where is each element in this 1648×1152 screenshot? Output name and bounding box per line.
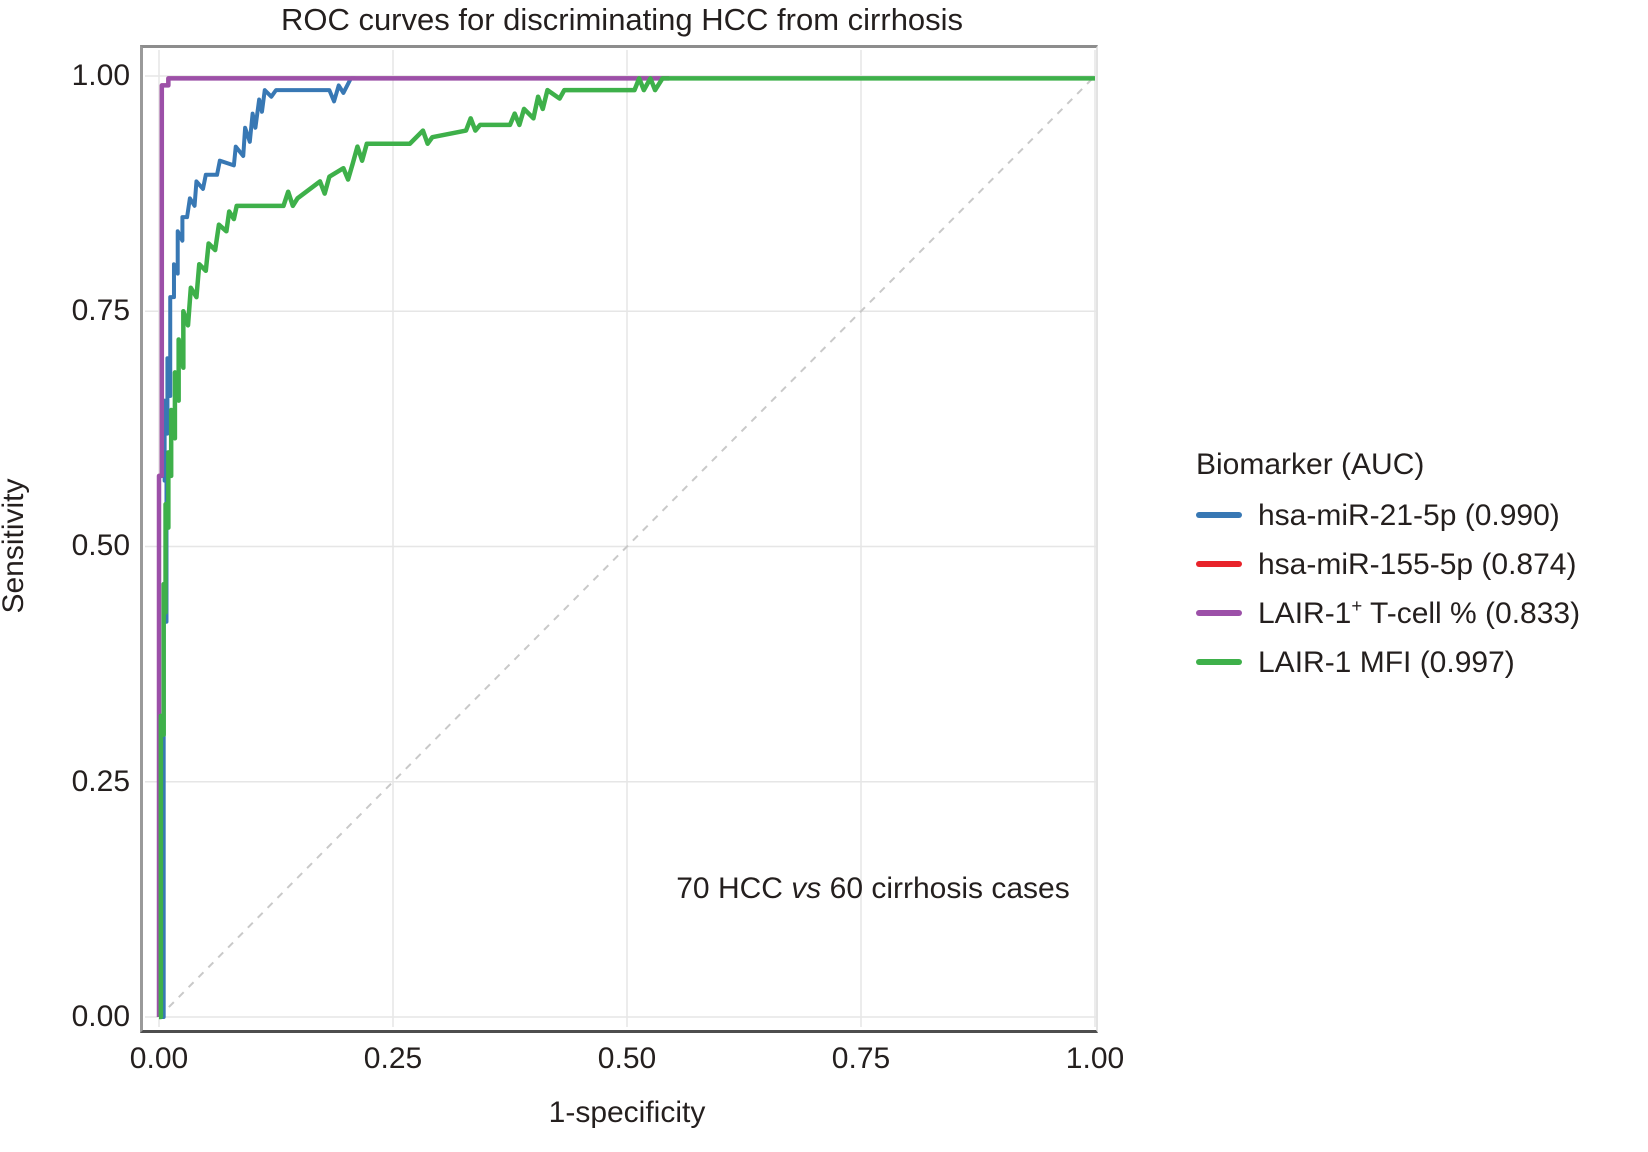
legend-swatch-green	[1196, 658, 1242, 665]
roc-curve-hsa-mir-21-5p	[159, 76, 356, 1019]
legend-item-hsa-mir-155-5p: hsa-miR-155-5p (0.874)	[1196, 539, 1580, 588]
y-tick-label: 0.25	[71, 765, 130, 798]
y-tick-label: 1.00	[71, 59, 130, 92]
legend-swatch-purple	[1196, 609, 1242, 616]
legend-label: LAIR-1 MFI (0.997)	[1258, 645, 1515, 679]
legend-label: LAIR-1+ T-cell % (0.833)	[1258, 594, 1581, 630]
x-axis-title: 1-specificity	[548, 1096, 706, 1129]
legend-item-lair-1-mfi: LAIR-1 MFI (0.997)	[1196, 637, 1580, 686]
plot-area	[140, 45, 1098, 1033]
y-tick-label: 0.75	[71, 294, 130, 327]
roc-curve-lair-1-t-cell-	[156, 76, 670, 1017]
x-tick-label: 0.75	[831, 1042, 891, 1075]
annotation-part1: 70 HCC	[676, 872, 792, 905]
sample-size-annotation: 70 HCC vs 60 cirrhosis cases	[653, 872, 1093, 906]
roc-curve-lair-1-mfi	[158, 76, 1095, 1020]
legend-swatch-blue	[1196, 511, 1242, 518]
x-tick-label: 1.00	[1065, 1042, 1125, 1075]
x-tick-label: 0.00	[129, 1042, 189, 1075]
legend-title: Biomarker (AUC)	[1196, 448, 1425, 481]
annotation-vs: vs	[791, 872, 822, 905]
y-axis-title: Sensitivity	[0, 478, 30, 614]
legend-swatch-red	[1196, 560, 1242, 567]
y-tick-label: 0.00	[71, 1000, 130, 1033]
x-tick-label: 0.25	[363, 1042, 423, 1075]
annotation-part2: 60 cirrhosis cases	[821, 872, 1070, 905]
y-tick-label: 0.50	[71, 529, 130, 562]
legend: Biomarker (AUC) hsa-miR-21-5p (0.990) hs…	[1196, 448, 1580, 686]
legend-label: hsa-miR-155-5p (0.874)	[1258, 547, 1577, 581]
chart-title: ROC curves for discriminating HCC from c…	[280, 2, 964, 37]
legend-item-hsa-mir-21-5p: hsa-miR-21-5p (0.990)	[1196, 490, 1580, 539]
roc-svg	[145, 50, 1096, 1027]
legend-item-lair-1-t-cell-pct: LAIR-1+ T-cell % (0.833)	[1196, 588, 1580, 637]
legend-label: hsa-miR-21-5p (0.990)	[1258, 498, 1560, 532]
x-tick-label: 0.50	[597, 1042, 657, 1075]
